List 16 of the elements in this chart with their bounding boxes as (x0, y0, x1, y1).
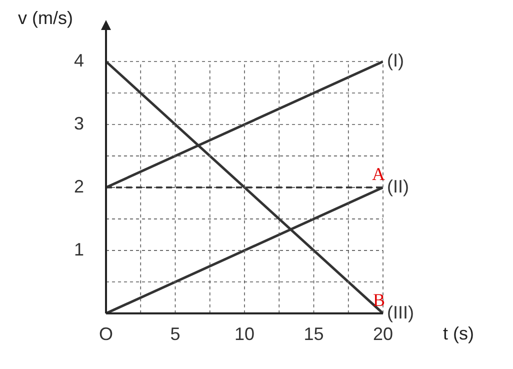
y-axis-title: v (m/s) (18, 8, 73, 28)
x-tick-label: 5 (170, 324, 180, 344)
annotation: B (372, 290, 385, 310)
annotation: A (372, 164, 385, 184)
x-tick-label: 20 (372, 324, 394, 344)
series-label: (I) (387, 50, 404, 70)
x-tick-label: O (99, 324, 114, 344)
y-tick-label: 4 (74, 50, 84, 70)
x-tick-label: 10 (234, 324, 255, 344)
series-label: (III) (387, 302, 414, 322)
x-axis-title: t (s) (443, 323, 474, 344)
series-label: (II) (387, 176, 409, 196)
y-tick-label: 2 (74, 176, 84, 196)
y-tick-label: 1 (74, 239, 84, 260)
x-tick-label: 15 (304, 324, 324, 344)
y-tick-label: 3 (74, 113, 84, 134)
